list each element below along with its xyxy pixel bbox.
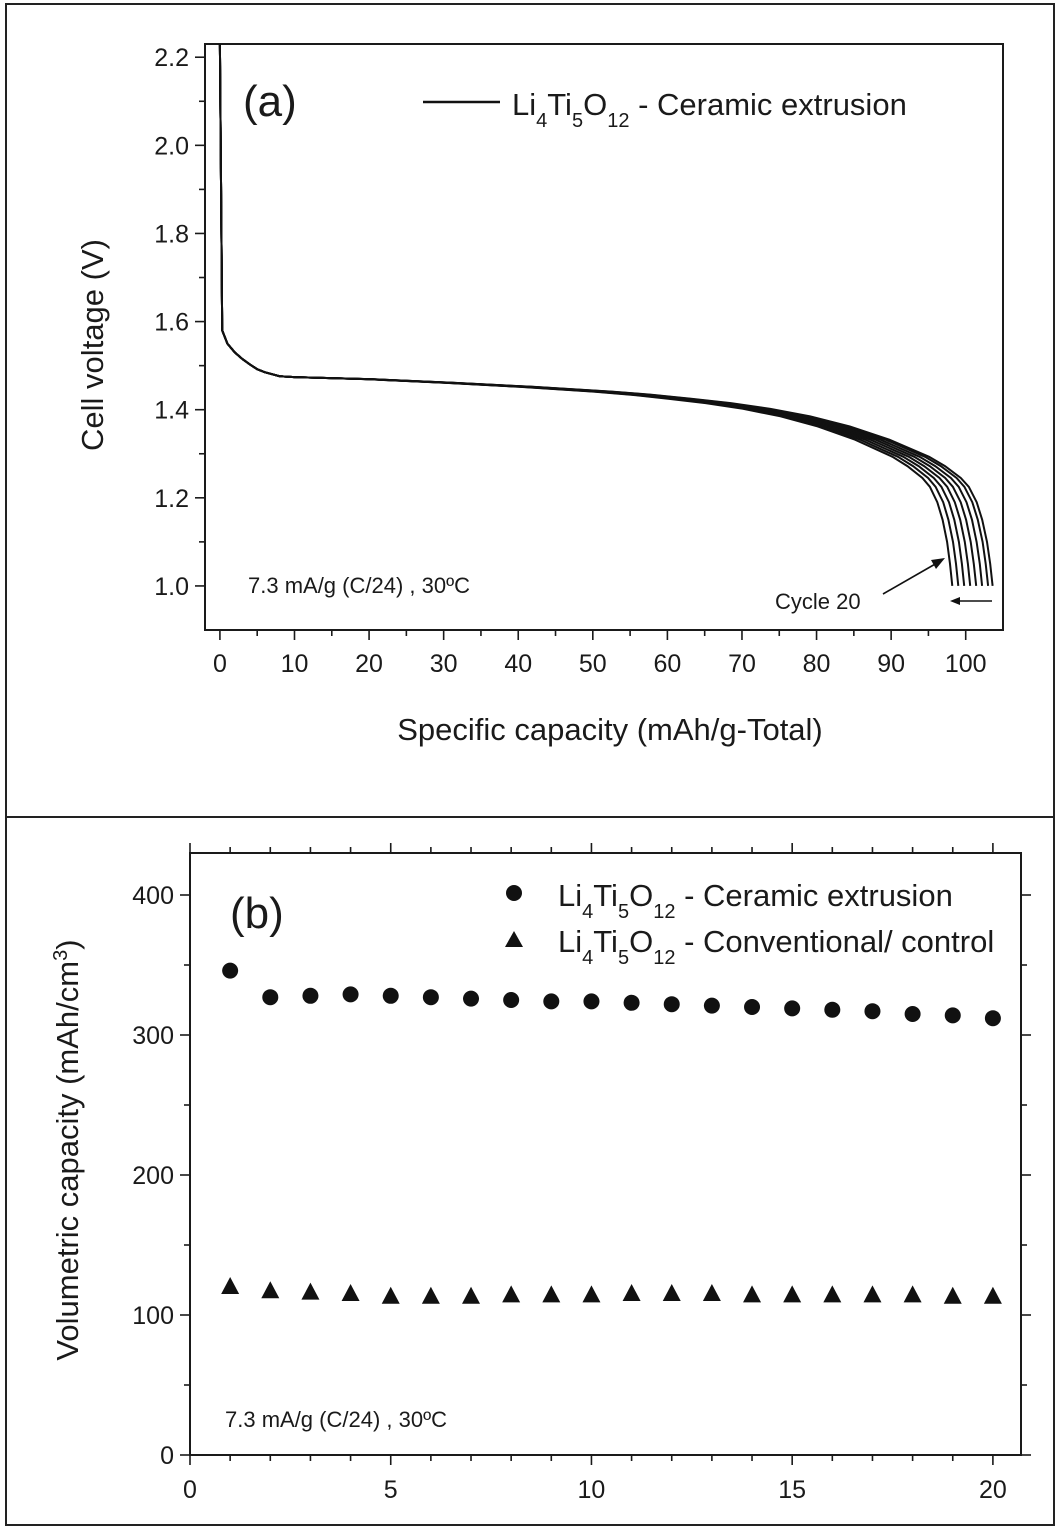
ceramic-extrusion-point bbox=[423, 989, 439, 1005]
conventional-control-point bbox=[502, 1285, 520, 1302]
panel-b-y-tick-label: 300 bbox=[132, 1022, 174, 1050]
conventional-control-point bbox=[944, 1287, 962, 1304]
ceramic-extrusion-point bbox=[664, 996, 680, 1012]
panel-b-x-tick-label: 20 bbox=[979, 1476, 1007, 1504]
conventional-control-point bbox=[623, 1284, 641, 1301]
conventional-control-point bbox=[422, 1287, 440, 1304]
panel-b-y-tick-label: 100 bbox=[132, 1302, 174, 1330]
ceramic-extrusion-point bbox=[262, 989, 278, 1005]
ceramic-extrusion-point bbox=[704, 998, 720, 1014]
ceramic-extrusion-point bbox=[503, 992, 519, 1008]
ceramic-extrusion-point bbox=[905, 1006, 921, 1022]
conventional-control-point bbox=[783, 1285, 801, 1302]
conventional-control-point bbox=[703, 1284, 721, 1301]
voltage-curve bbox=[220, 44, 970, 586]
panel-b-legend-marker-circle bbox=[506, 885, 522, 901]
conventional-control-point bbox=[462, 1287, 480, 1304]
panel-b: 051015200100200300400 (b) Li4Ti5O12 - Ce… bbox=[50, 843, 1031, 1504]
panel-a-y-axis-label: Cell voltage (V) bbox=[75, 239, 110, 451]
panel-a-x-tick-label: 40 bbox=[504, 650, 532, 678]
panel-a-cycle-arrowhead bbox=[931, 558, 945, 569]
panel-a-x-tick-label: 10 bbox=[281, 650, 309, 678]
panel-a-condition: 7.3 mA/g (C/24) , 30ºC bbox=[248, 573, 470, 598]
conventional-control-point bbox=[301, 1283, 319, 1300]
conventional-control-point bbox=[221, 1277, 239, 1294]
conventional-control-point bbox=[904, 1285, 922, 1302]
ceramic-extrusion-point bbox=[784, 1000, 800, 1016]
panel-b-legend-text-2: Li4Ti5O12 - Conventional/ control bbox=[558, 924, 994, 969]
panel-a-label: (a) bbox=[243, 77, 297, 126]
ceramic-extrusion-point bbox=[343, 986, 359, 1002]
panel-a-x-tick-label: 100 bbox=[945, 650, 987, 678]
ceramic-extrusion-point bbox=[945, 1007, 961, 1023]
conventional-control-point bbox=[342, 1284, 360, 1301]
ceramic-extrusion-point bbox=[824, 1002, 840, 1018]
panel-b-label: (b) bbox=[230, 889, 284, 938]
panel-b-legend-text-1: Li4Ti5O12 - Ceramic extrusion bbox=[558, 878, 953, 923]
panel-b-y-tick-label: 200 bbox=[132, 1162, 174, 1190]
ceramic-extrusion-point bbox=[222, 963, 238, 979]
voltage-curve bbox=[220, 44, 982, 586]
ceramic-extrusion-point bbox=[463, 991, 479, 1007]
panel-a-x-tick-label: 70 bbox=[728, 650, 756, 678]
conventional-control-point bbox=[582, 1285, 600, 1302]
panel-a-y-tick-label: 1.0 bbox=[154, 573, 189, 601]
panel-b-y-axis-label: Volumetric capacity (mAh/cm3) bbox=[50, 939, 85, 1360]
voltage-curve bbox=[220, 44, 988, 586]
panel-a-x-tick-label: 30 bbox=[430, 650, 458, 678]
ceramic-extrusion-point bbox=[302, 988, 318, 1004]
panel-b-x-tick-label: 15 bbox=[778, 1476, 806, 1504]
conventional-control-point bbox=[743, 1285, 761, 1302]
panel-a-y-tick-label: 1.2 bbox=[154, 485, 189, 513]
panel-a-x-tick-label: 50 bbox=[579, 650, 607, 678]
conventional-control-point bbox=[823, 1285, 841, 1302]
panel-b-legend-marker-triangle bbox=[505, 931, 523, 947]
panel-a-legend-text: Li4Ti5O12 - Ceramic extrusion bbox=[512, 87, 907, 132]
panel-a-y-tick-label: 1.4 bbox=[154, 397, 189, 425]
ceramic-extrusion-point bbox=[985, 1010, 1001, 1026]
ceramic-extrusion-point bbox=[744, 999, 760, 1015]
panel-b-x-tick-label: 0 bbox=[183, 1476, 197, 1504]
panel-a-x-axis-label: Specific capacity (mAh/g-Total) bbox=[397, 712, 823, 747]
voltage-curve bbox=[220, 44, 964, 586]
panel-b-y-tick-label: 400 bbox=[132, 882, 174, 910]
panel-a-cycle-label: Cycle 20 bbox=[775, 589, 861, 614]
panel-a-y-tick-label: 1.8 bbox=[154, 220, 189, 248]
panel-a-direction-arrowhead bbox=[950, 597, 960, 605]
conventional-control-point bbox=[542, 1285, 560, 1302]
conventional-control-point bbox=[863, 1285, 881, 1302]
panel-b-condition: 7.3 mA/g (C/24) , 30ºC bbox=[225, 1407, 447, 1432]
ceramic-extrusion-point bbox=[543, 993, 559, 1009]
conventional-control-point bbox=[663, 1284, 681, 1301]
ceramic-extrusion-point bbox=[583, 993, 599, 1009]
panel-b-y-tick-label: 0 bbox=[160, 1442, 174, 1470]
ceramic-extrusion-point bbox=[864, 1003, 880, 1019]
ceramic-extrusion-point bbox=[383, 988, 399, 1004]
voltage-curve bbox=[220, 44, 958, 586]
panel-a-legend: Li4Ti5O12 - Ceramic extrusion bbox=[423, 87, 907, 132]
panel-a-x-tick-label: 80 bbox=[803, 650, 831, 678]
panel-a-x-tick-label: 60 bbox=[653, 650, 681, 678]
panel-a-y-tick-label: 1.6 bbox=[154, 309, 189, 337]
panel-a-x-tick-label: 90 bbox=[877, 650, 905, 678]
panel-a-x-tick-label: 20 bbox=[355, 650, 383, 678]
voltage-curve bbox=[220, 44, 952, 586]
conventional-control-point bbox=[984, 1287, 1002, 1304]
ceramic-extrusion-point bbox=[624, 995, 640, 1011]
voltage-curve bbox=[220, 44, 976, 586]
panel-a-plot-area bbox=[205, 44, 1003, 630]
panel-a: 0 10 20 30 40 50 60 70 80 90 100 1.0 1.2 1.4 1.6 1.8 2.0… bbox=[75, 44, 1003, 747]
conventional-control-point bbox=[261, 1281, 279, 1298]
panel-b-markers bbox=[221, 963, 1002, 1304]
panel-b-x-tick-label: 5 bbox=[384, 1476, 398, 1504]
panel-a-y-tick-label: 2.0 bbox=[154, 132, 189, 160]
panel-b-x-tick-label: 10 bbox=[578, 1476, 606, 1504]
panel-b-legend: Li4Ti5O12 - Ceramic extrusion Li4Ti5O12 … bbox=[505, 878, 994, 969]
panel-a-cycle-arrow bbox=[883, 563, 937, 594]
panel-a-x-tick-label: 0 bbox=[213, 650, 227, 678]
conventional-control-point bbox=[382, 1287, 400, 1304]
panel-a-y-tick-label: 2.2 bbox=[154, 44, 189, 72]
